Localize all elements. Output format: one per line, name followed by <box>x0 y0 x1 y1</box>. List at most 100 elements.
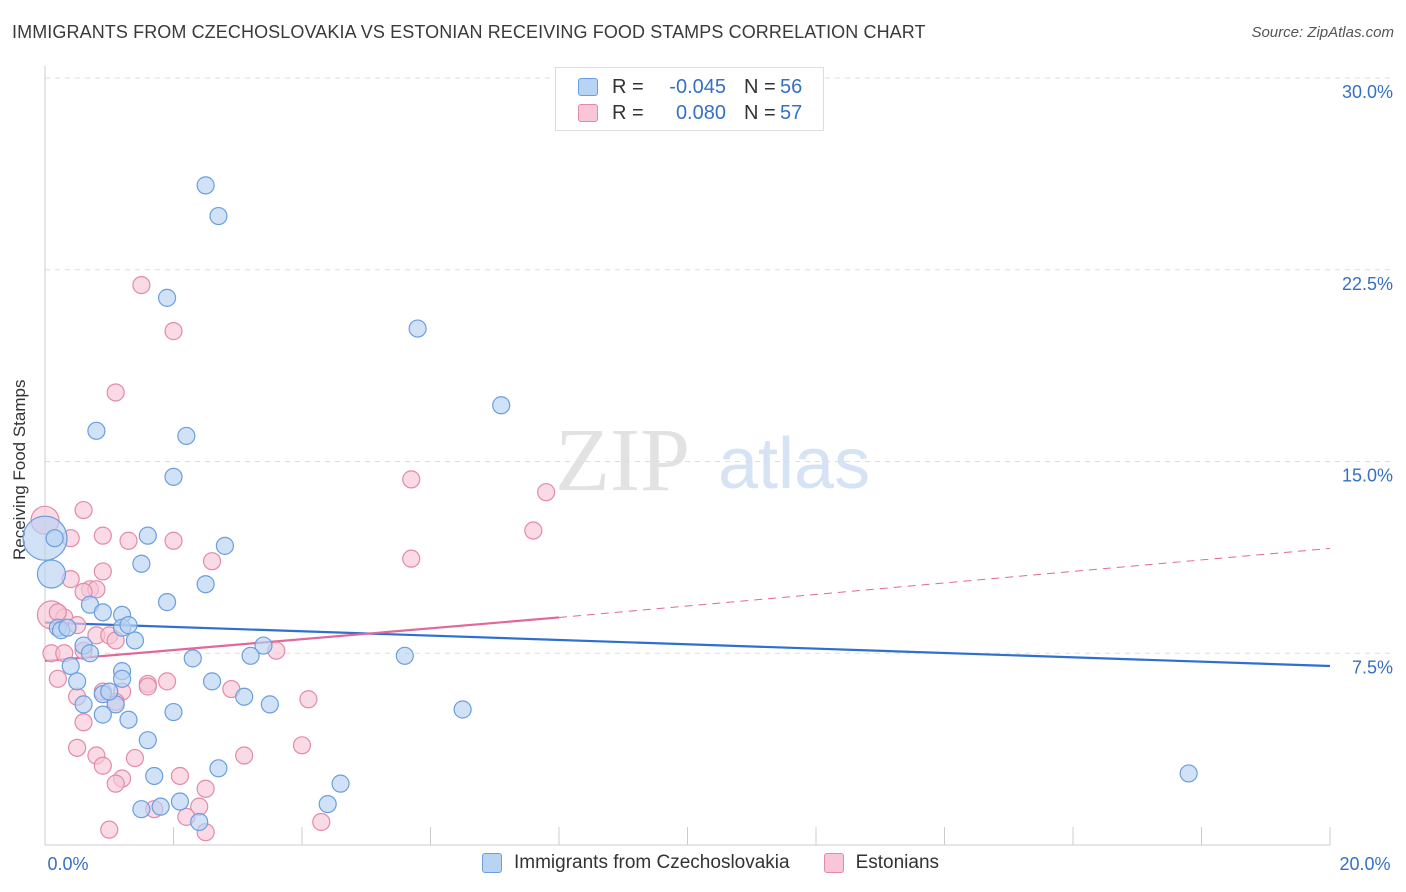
point-estonians <box>74 713 93 732</box>
point-estonians <box>48 603 67 622</box>
point-czechoslovakia <box>58 618 77 637</box>
point-czechoslovakia <box>151 797 170 816</box>
point-czechoslovakia <box>453 700 472 719</box>
point-czechoslovakia <box>170 792 190 811</box>
x-tick-label: 0.0% <box>47 854 88 874</box>
trend-line-estonians-extension <box>558 547 1331 618</box>
point-czechoslovakia <box>74 695 93 714</box>
point-estonians <box>125 748 145 768</box>
legend-n-value: 56 <box>780 75 803 98</box>
series-legend: Immigrants from Czechoslovakia Estonians <box>482 852 973 874</box>
point-czechoslovakia <box>138 731 157 750</box>
point-estonians <box>74 500 93 520</box>
point-czechoslovakia <box>183 649 202 668</box>
point-czechoslovakia <box>177 426 196 446</box>
point-estonians <box>164 531 183 550</box>
trend-line-czechoslovakia <box>44 621 1331 668</box>
point-estonians <box>292 736 312 755</box>
point-estonians <box>132 275 151 295</box>
correlation-legend: R = -0.045 N = 56 R = 0.080 N = 57 <box>555 67 824 131</box>
point-czechoslovakia <box>112 669 132 688</box>
point-czechoslovakia <box>209 759 228 778</box>
point-czechoslovakia <box>22 515 68 561</box>
legend-item-czechoslovakia[interactable]: Immigrants from Czechoslovakia <box>482 852 790 874</box>
point-czechoslovakia <box>138 526 157 545</box>
point-estonians <box>196 779 215 798</box>
point-czechoslovakia <box>318 794 337 814</box>
watermark-zip: ZIP <box>555 411 690 510</box>
point-estonians <box>48 669 67 688</box>
point-czechoslovakia <box>93 603 112 622</box>
point-czechoslovakia <box>119 616 138 635</box>
legend-row-czechoslovakia: R = -0.045 N = 56 <box>578 75 802 99</box>
legend-row-estonians: R = 0.080 N = 57 <box>578 101 802 125</box>
trend-line-estonians <box>44 616 560 663</box>
point-czechoslovakia <box>125 631 145 650</box>
y-tick-label: 22.5% <box>1342 274 1393 294</box>
point-estonians <box>170 766 190 786</box>
legend-n-label: N = <box>744 101 776 124</box>
point-estonians <box>402 549 421 568</box>
point-estonians <box>93 562 112 581</box>
legend-n-value: 57 <box>780 101 803 124</box>
y-tick-label: 30.0% <box>1342 82 1393 102</box>
point-estonians <box>100 820 119 839</box>
point-czechoslovakia <box>36 559 67 589</box>
point-czechoslovakia <box>190 812 209 832</box>
point-czechoslovakia <box>235 687 254 706</box>
point-czechoslovakia <box>132 800 151 819</box>
legend-n-label: N = <box>744 75 776 98</box>
watermark: ZIP atlas <box>555 411 870 510</box>
point-czechoslovakia <box>145 766 164 786</box>
point-estonians <box>106 774 125 793</box>
point-czechoslovakia <box>492 396 511 415</box>
point-estonians <box>202 552 222 571</box>
point-estonians <box>138 677 157 696</box>
point-czechoslovakia <box>254 636 273 655</box>
point-czechoslovakia <box>260 695 279 714</box>
point-estonians <box>312 812 331 832</box>
point-czechoslovakia <box>395 646 414 665</box>
point-estonians <box>299 690 318 709</box>
y-tick-label: 15.0% <box>1342 466 1393 486</box>
point-czechoslovakia <box>164 702 183 722</box>
point-czechoslovakia <box>196 176 215 195</box>
point-estonians <box>235 746 254 765</box>
point-estonians <box>402 470 421 489</box>
source-label: Source: ZipAtlas.com <box>1251 24 1394 41</box>
x-tick-label: 20.0% <box>1339 854 1390 874</box>
legend-label: Immigrants from Czechoslovakia <box>514 852 790 873</box>
point-estonians <box>537 483 556 502</box>
legend-swatch-blue <box>578 78 598 96</box>
point-czechoslovakia <box>209 206 228 226</box>
point-czechoslovakia <box>164 467 183 486</box>
legend-label: Estonians <box>855 852 940 873</box>
legend-r-value: 0.080 <box>675 101 726 124</box>
point-estonians <box>157 672 177 691</box>
point-czechoslovakia <box>331 774 350 793</box>
chart-title: IMMIGRANTS FROM CZECHOSLOVAKIA VS ESTONI… <box>12 22 926 42</box>
legend-r-label: R = <box>612 75 644 98</box>
point-czechoslovakia <box>408 319 427 338</box>
point-czechoslovakia <box>215 536 234 555</box>
point-czechoslovakia <box>241 646 260 665</box>
legend-r-value: -0.045 <box>669 75 726 98</box>
point-czechoslovakia <box>61 656 80 676</box>
point-estonians <box>93 756 112 775</box>
point-czechoslovakia <box>119 710 138 729</box>
point-estonians <box>119 531 138 550</box>
point-czechoslovakia <box>196 575 215 594</box>
point-estonians <box>106 383 125 402</box>
point-czechoslovakia <box>93 705 112 724</box>
point-czechoslovakia <box>100 682 119 701</box>
point-estonians <box>164 322 183 341</box>
point-czechoslovakia <box>80 644 100 663</box>
legend-item-estonians[interactable]: Estonians <box>823 852 940 874</box>
point-estonians <box>68 738 87 757</box>
point-czechoslovakia <box>87 421 106 440</box>
point-estonians <box>93 526 112 545</box>
point-czechoslovakia <box>132 554 151 573</box>
legend-swatch-pink <box>578 104 598 122</box>
point-czechoslovakia <box>157 593 177 612</box>
